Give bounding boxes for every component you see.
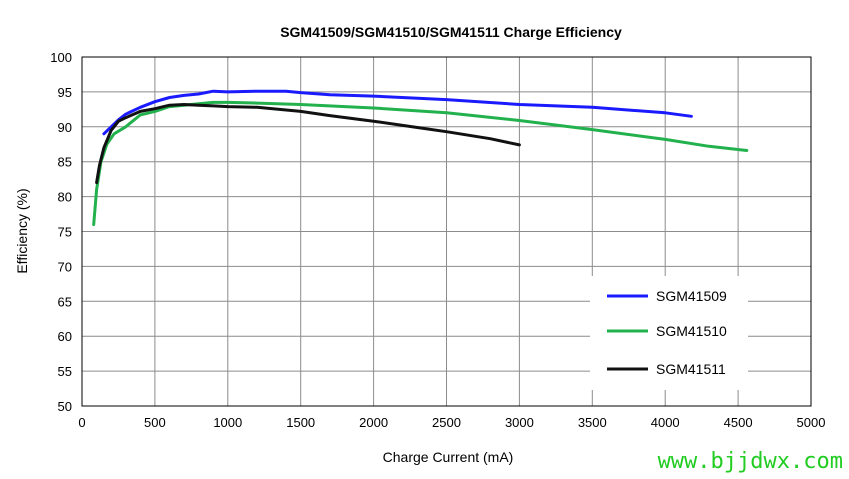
- x-tick-label: 4500: [724, 415, 753, 430]
- x-tick-label: 0: [78, 415, 85, 430]
- x-tick-label: 3000: [505, 415, 534, 430]
- y-tick-label: 95: [58, 85, 72, 100]
- series-line-sgm41510: [92, 100, 749, 226]
- tick-labels: 0 500 1000 1500 2000 2500 3000 3500 4000 4500 5000…: [50, 50, 825, 430]
- y-axis-label: Efficiency (%): [14, 188, 30, 273]
- x-tick-label: 2000: [359, 415, 388, 430]
- series-line-sgm41511: [95, 103, 521, 185]
- y-tick-label: 55: [58, 364, 72, 379]
- y-tick-label: 65: [58, 294, 72, 309]
- y-tick-label: 70: [58, 259, 72, 274]
- y-tick-label: 75: [58, 225, 72, 240]
- legend: SGM41509 SGM41510 SGM41511: [590, 276, 748, 390]
- watermark: www.bjjdwx.com: [657, 449, 843, 474]
- x-tick-label: 3500: [578, 415, 607, 430]
- y-tick-label: 100: [50, 50, 72, 65]
- legend-label: SGM41509: [656, 288, 727, 304]
- x-tick-label: 1000: [213, 415, 242, 430]
- plot-frame: [81, 56, 812, 407]
- x-tick-label: 500: [144, 415, 166, 430]
- legend-label: SGM41511: [656, 361, 726, 377]
- x-tick-label: 5000: [797, 415, 826, 430]
- x-tick-label: 4000: [651, 415, 680, 430]
- series-lines: [92, 89, 749, 226]
- y-tick-label: 60: [58, 329, 72, 344]
- y-tick-label: 50: [58, 399, 72, 414]
- y-tick-label: 85: [58, 155, 72, 170]
- legend-label: SGM41510: [656, 323, 727, 339]
- x-tick-label: 2500: [432, 415, 461, 430]
- x-tick-label: 1500: [286, 415, 315, 430]
- x-axis-label: Charge Current (mA): [383, 449, 514, 465]
- y-tick-label: 80: [58, 190, 72, 205]
- y-tick-label: 90: [58, 120, 72, 135]
- chart-title: SGM41509/SGM41510/SGM41511 Charge Effici…: [280, 24, 622, 40]
- series-line-sgm41509: [102, 89, 693, 136]
